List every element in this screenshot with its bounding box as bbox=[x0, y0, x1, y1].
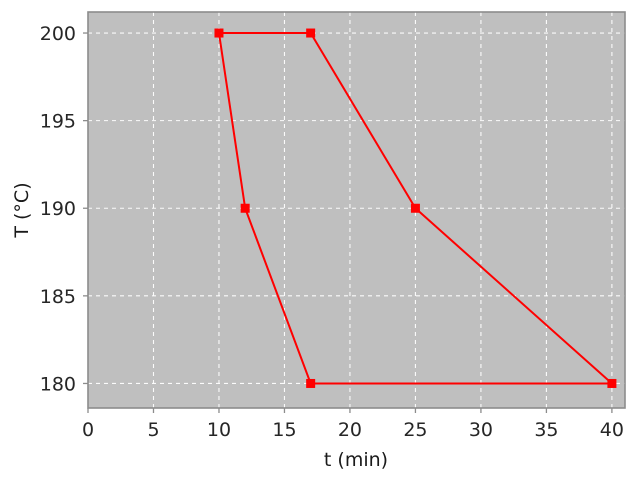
y-tick-label: 190 bbox=[40, 198, 76, 220]
y-tick-labels: 180 185 190 195 200 bbox=[40, 23, 76, 395]
y-tick-label: 200 bbox=[40, 23, 76, 45]
data-point-marker bbox=[240, 203, 250, 213]
x-tick-marks bbox=[87, 408, 613, 413]
y-tick-marks bbox=[83, 32, 88, 385]
x-tick-label: 25 bbox=[403, 419, 427, 441]
y-gridlines bbox=[88, 32, 625, 385]
plot-area-background bbox=[88, 12, 625, 408]
x-tick-label: 30 bbox=[469, 419, 493, 441]
data-point-marker bbox=[306, 378, 316, 388]
y-axis-title: T (°C) bbox=[11, 182, 33, 238]
x-axis-title: t (min) bbox=[324, 449, 388, 471]
x-tick-label: 40 bbox=[600, 419, 624, 441]
x-gridlines bbox=[152, 12, 613, 408]
y-tick-label: 185 bbox=[40, 286, 76, 308]
x-tick-label: 5 bbox=[147, 419, 159, 441]
plot-area-border bbox=[87, 11, 626, 409]
data-point-marker bbox=[306, 28, 316, 38]
y-tick-label: 195 bbox=[40, 111, 76, 133]
x-tick-label: 35 bbox=[534, 419, 558, 441]
x-tick-label: 10 bbox=[207, 419, 231, 441]
x-tick-label: 20 bbox=[338, 419, 362, 441]
y-tick-label: 180 bbox=[40, 373, 76, 395]
x-tick-labels: 0 5 10 15 20 25 30 35 40 bbox=[82, 419, 624, 441]
x-tick-label: 15 bbox=[272, 419, 296, 441]
data-point-marker bbox=[607, 378, 617, 388]
x-tick-label: 0 bbox=[82, 419, 94, 441]
data-series-layer bbox=[214, 28, 617, 388]
data-point-marker bbox=[410, 203, 420, 213]
data-point-marker bbox=[214, 28, 224, 38]
